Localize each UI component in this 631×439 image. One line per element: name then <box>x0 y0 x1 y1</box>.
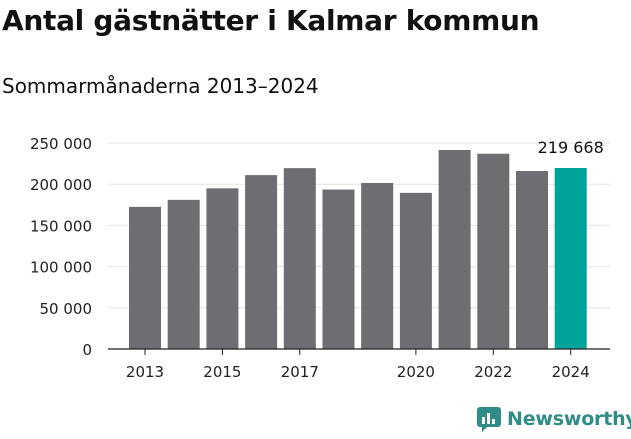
x-tick-label: 2015 <box>203 363 241 381</box>
newsworthy-logo: Newsworthy <box>476 406 631 432</box>
bar <box>361 182 394 349</box>
bar-chart: 0 50 000 100 000 150 000 200 000 250 000 219 6… <box>30 135 610 381</box>
chart-subtitle: Sommarmånaderna 2013–2024 <box>2 74 319 98</box>
y-tick-label: 150 000 <box>30 217 92 235</box>
newsworthy-logo-icon <box>477 407 501 432</box>
y-tick-label: 50 000 <box>40 300 93 318</box>
bar <box>322 189 355 349</box>
bar <box>167 199 200 349</box>
y-tick-label: 100 000 <box>30 259 92 277</box>
bar <box>477 153 510 349</box>
bar <box>516 171 548 349</box>
y-tick-label: 250 000 <box>30 135 92 153</box>
bar <box>283 168 316 349</box>
bar <box>438 150 471 349</box>
x-tick-label: 2013 <box>126 363 164 381</box>
bar <box>206 188 239 349</box>
x-tick-label: 2020 <box>397 363 435 381</box>
x-tick-label: 2024 <box>552 363 590 381</box>
x-tick-label: 2022 <box>474 363 512 381</box>
newsworthy-logo-text: Newsworthy <box>507 408 631 430</box>
highlight-data-label: 219 668 <box>538 138 604 157</box>
y-tick-label: 0 <box>82 341 92 359</box>
bar <box>399 192 432 349</box>
chart-title: Antal gästnätter i Kalmar kommun <box>2 4 540 37</box>
x-tick-label: 2017 <box>281 363 319 381</box>
bar-highlight <box>554 167 587 349</box>
bar <box>245 175 278 349</box>
y-tick-label: 200 000 <box>30 176 92 194</box>
bar <box>129 206 161 349</box>
